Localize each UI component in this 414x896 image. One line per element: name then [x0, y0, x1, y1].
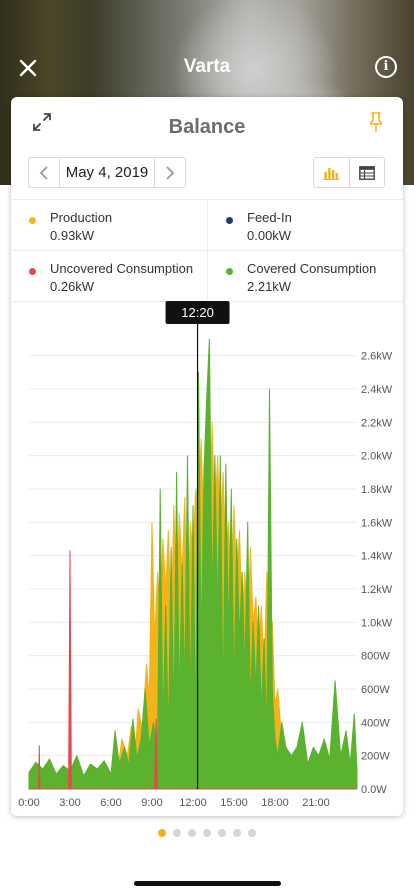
view-toggle	[313, 157, 385, 188]
date-label[interactable]: May 4, 2019	[65, 164, 149, 181]
y-tick-label: 2.2kW	[361, 417, 393, 429]
legend-dot	[29, 217, 36, 224]
balance-chart-svg[interactable]: 0.0W 200W 400W 600W 800W 1.0kW 1.2kW 1.4kW 1.6kW…	[11, 299, 403, 816]
page-dot[interactable]	[233, 829, 241, 837]
table-icon	[358, 165, 375, 180]
legend-item-uncovered-consumption[interactable]: Uncovered Consumption 0.26kW	[11, 250, 207, 300]
pin-icon[interactable]	[367, 111, 385, 133]
y-tick-label: 1.6kW	[361, 517, 393, 529]
legend-dot	[29, 268, 36, 275]
y-tick-label: 800W	[361, 651, 390, 663]
x-tick-label: 6:00	[100, 797, 121, 809]
page-indicator	[0, 829, 414, 837]
legend-name: Covered Consumption	[247, 261, 377, 276]
app-title: Varta	[183, 56, 231, 77]
y-tick-label: 2.6kW	[361, 351, 393, 363]
page-dot[interactable]	[158, 829, 166, 837]
series-area-covered-consumption	[28, 338, 358, 790]
balance-chart[interactable]: 0.0W 200W 400W 600W 800W 1.0kW 1.2kW 1.4kW 1.6kW…	[11, 299, 403, 816]
x-tick-label: 15:00	[220, 797, 248, 809]
x-tick-label: 12:00	[179, 797, 207, 809]
y-tick-label: 1.4kW	[361, 551, 393, 563]
page-dot[interactable]	[248, 829, 256, 837]
y-tick-label: 200W	[361, 751, 390, 763]
y-tick-label: 0.0W	[361, 784, 387, 796]
balance-card: Balance May 4, 2019 Production	[11, 97, 403, 816]
y-tick-label: 2.0kW	[361, 451, 393, 463]
legend-dot	[226, 217, 233, 224]
legend-value: 2.21kW	[247, 279, 292, 294]
legend-name: Feed-In	[247, 210, 292, 225]
x-tick-label: 3:00	[59, 797, 80, 809]
x-tick-label: 21:00	[302, 797, 330, 809]
time-cursor-label: 12:20	[181, 305, 214, 320]
legend-dot	[226, 268, 233, 275]
y-tick-label: 1.0kW	[361, 617, 393, 629]
next-day-button[interactable]	[154, 158, 185, 187]
legend-value: 0.00kW	[247, 228, 292, 243]
y-tick-label: 1.8kW	[361, 484, 393, 496]
bar-chart-icon	[323, 167, 340, 180]
close-icon[interactable]	[16, 56, 40, 80]
date-selector: May 4, 2019	[28, 157, 186, 188]
legend-item-production[interactable]: Production 0.93kW	[11, 200, 207, 250]
previous-day-button[interactable]	[29, 158, 60, 187]
y-tick-label: 600W	[361, 684, 390, 696]
y-tick-label: 2.4kW	[361, 384, 393, 396]
legend-name: Production	[50, 210, 113, 225]
chevron-right-icon	[166, 165, 175, 180]
time-cursor-badge	[165, 301, 230, 324]
home-indicator[interactable]	[134, 881, 281, 886]
info-icon[interactable]: i	[375, 56, 397, 78]
x-tick-label: 18:00	[261, 797, 289, 809]
top-bar: Varta i	[0, 48, 414, 88]
y-tick-label: 400W	[361, 717, 390, 729]
table-view-button[interactable]	[350, 158, 385, 187]
x-tick-label: 9:00	[141, 797, 162, 809]
page-dot[interactable]	[188, 829, 196, 837]
legend: Production 0.93kW Feed-In 0.00kW Uncover…	[11, 199, 403, 302]
legend-value: 0.93kW	[50, 228, 95, 243]
page-dot[interactable]	[218, 829, 226, 837]
y-tick-label: 1.2kW	[361, 584, 393, 596]
x-tick-label: 0:00	[18, 797, 39, 809]
card-title: Balance	[168, 116, 246, 138]
chevron-left-icon	[39, 165, 48, 180]
legend-item-covered-consumption[interactable]: Covered Consumption 2.21kW	[207, 250, 403, 300]
legend-value: 0.26kW	[50, 279, 95, 294]
expand-icon[interactable]	[31, 111, 53, 133]
page-dot[interactable]	[203, 829, 211, 837]
page-dot[interactable]	[173, 829, 181, 837]
chart-view-button[interactable]	[314, 158, 350, 187]
legend-item-feed-in[interactable]: Feed-In 0.00kW	[207, 200, 403, 250]
legend-name: Uncovered Consumption	[50, 261, 194, 276]
series-area-uncovered-consumption	[28, 550, 358, 790]
